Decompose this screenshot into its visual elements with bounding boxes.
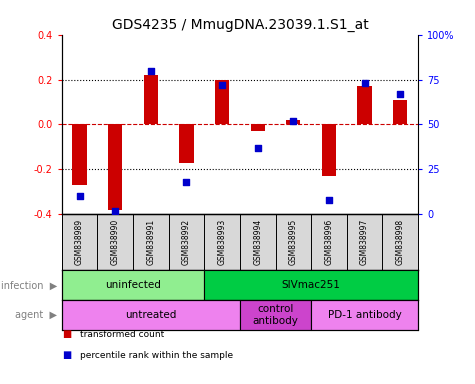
Text: infection  ▶: infection ▶ <box>1 280 57 290</box>
Bar <box>72 124 86 185</box>
Text: GSM838997: GSM838997 <box>360 219 369 265</box>
Text: uninfected: uninfected <box>105 280 161 290</box>
Text: GSM838990: GSM838990 <box>111 219 120 265</box>
Point <box>361 80 369 86</box>
Point <box>325 197 332 203</box>
Point <box>218 82 226 88</box>
Bar <box>62 300 240 330</box>
Text: GSM838992: GSM838992 <box>182 219 191 265</box>
Text: GSM838995: GSM838995 <box>289 219 298 265</box>
Bar <box>393 100 407 124</box>
Bar <box>108 124 123 210</box>
Text: ■: ■ <box>62 329 71 339</box>
Point <box>289 118 297 124</box>
Text: SIVmac251: SIVmac251 <box>282 280 341 290</box>
Point <box>76 193 84 199</box>
Point <box>396 91 404 97</box>
Text: PD-1 antibody: PD-1 antibody <box>328 310 401 320</box>
Bar <box>62 270 204 300</box>
Bar <box>357 86 371 124</box>
Text: GSM838989: GSM838989 <box>75 219 84 265</box>
Text: GSM838994: GSM838994 <box>253 219 262 265</box>
Text: transformed count: transformed count <box>80 329 164 339</box>
Bar <box>311 300 418 330</box>
Point <box>111 208 119 214</box>
Bar <box>322 124 336 176</box>
Bar <box>286 120 300 124</box>
Text: GSM838993: GSM838993 <box>218 219 227 265</box>
Point <box>147 68 155 74</box>
Bar <box>251 124 265 131</box>
Bar <box>204 270 418 300</box>
Text: ■: ■ <box>62 350 71 360</box>
Text: untreated: untreated <box>125 310 177 320</box>
Bar <box>143 75 158 124</box>
Bar <box>240 300 311 330</box>
Text: agent  ▶: agent ▶ <box>15 310 57 320</box>
Text: GSM838998: GSM838998 <box>396 219 405 265</box>
Text: GSM838991: GSM838991 <box>146 219 155 265</box>
Text: control
antibody: control antibody <box>253 305 298 326</box>
Bar <box>180 124 194 163</box>
Point <box>182 179 190 185</box>
Title: GDS4235 / MmugDNA.23039.1.S1_at: GDS4235 / MmugDNA.23039.1.S1_at <box>112 18 368 32</box>
Text: percentile rank within the sample: percentile rank within the sample <box>80 351 233 360</box>
Bar <box>215 79 229 124</box>
Text: GSM838996: GSM838996 <box>324 219 333 265</box>
Point <box>254 145 261 151</box>
